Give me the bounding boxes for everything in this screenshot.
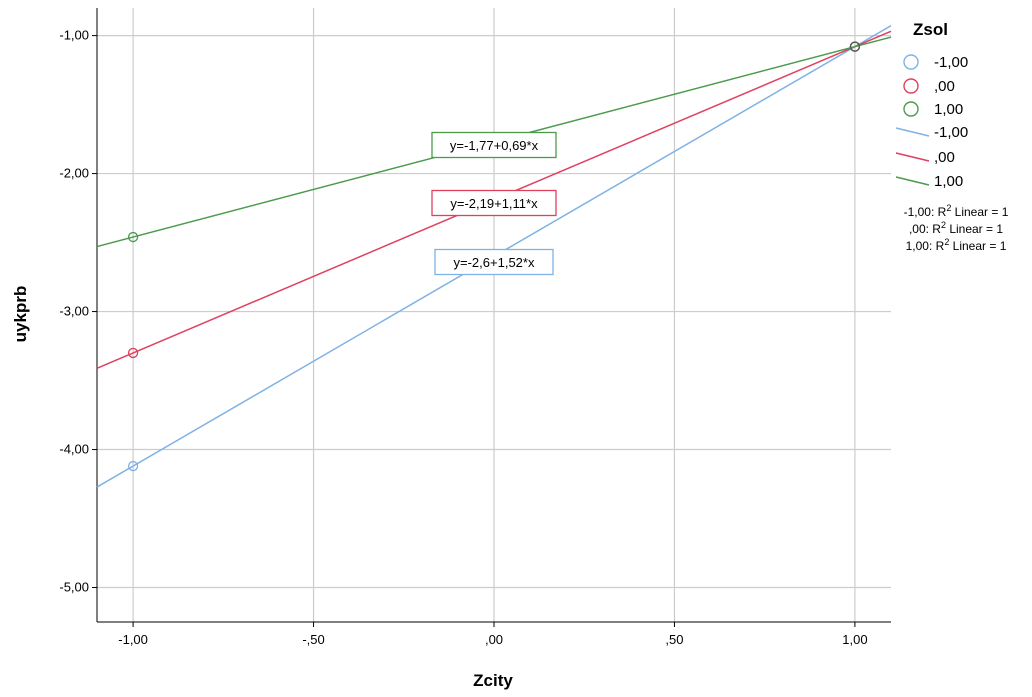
axes xyxy=(92,8,891,627)
legend-marker-label: 1,00 xyxy=(934,101,963,118)
x-tick-label: 1,00 xyxy=(842,632,867,647)
data-point xyxy=(127,347,139,359)
legend-marker-label: ,00 xyxy=(934,78,955,95)
legend-line-icon xyxy=(895,176,930,186)
x-axis-title: Zcity xyxy=(473,671,513,690)
x-tick-label: -1,00 xyxy=(118,632,148,647)
y-tick-label: -1,00 xyxy=(59,28,89,43)
y-tick-label: -2,00 xyxy=(59,166,89,181)
legend: Zsol -1,00 ,00 1,00 -1,00 ,00 1,00 -1,00: R2 L… xyxy=(895,20,1009,253)
legend-line-label: 1,00 xyxy=(934,173,963,190)
legend-line-label: ,00 xyxy=(934,149,955,166)
y-tick-label: -4,00 xyxy=(59,442,89,457)
legend-marker-icon xyxy=(903,54,919,70)
r2-label: -1,00: R2 Linear = 1 xyxy=(904,203,1009,219)
legend-marker-icon xyxy=(903,78,919,94)
legend-marker-icon xyxy=(903,101,919,117)
equation-label-2: y=-2,19+1,11*x xyxy=(450,196,538,211)
equation-box-1 xyxy=(434,248,554,276)
legend-marker-label: -1,00 xyxy=(934,54,968,71)
data-point xyxy=(127,460,139,472)
equation-box-3 xyxy=(431,131,557,159)
x-tick-label: -,50 xyxy=(302,632,324,647)
equation-label-3: y=-1,77+0,69*x xyxy=(450,138,539,153)
y-axis-title: uykprb xyxy=(11,286,30,343)
r2-label: 1,00: R2 Linear = 1 xyxy=(906,237,1007,253)
equation-labels: y=-2,6+1,52*x y=-2,19+1,11*x y=-1,77+0,69*… xyxy=(431,131,557,276)
y-tick-label: -5,00 xyxy=(59,580,89,595)
legend-line-label: -1,00 xyxy=(934,124,968,141)
legend-line-icon xyxy=(895,127,930,137)
legend-line-icon xyxy=(895,152,930,162)
legend-title: Zsol xyxy=(913,20,948,39)
data-points xyxy=(127,41,861,472)
r2-label: ,00: R2 Linear = 1 xyxy=(909,220,1003,236)
data-point-overlap xyxy=(849,41,861,52)
x-tick-label: ,50 xyxy=(665,632,683,647)
data-point xyxy=(127,231,139,243)
equation-box-2 xyxy=(431,189,557,217)
x-tick-label: ,00 xyxy=(485,632,503,647)
tick-labels: -1,00 -,50 ,00 ,50 1,00 -5,00 -4,00 -3,00 -2,00 -… xyxy=(59,28,867,647)
equation-label-1: y=-2,6+1,52*x xyxy=(454,255,535,270)
y-tick-label: -3,00 xyxy=(59,304,89,319)
grid xyxy=(97,8,891,622)
